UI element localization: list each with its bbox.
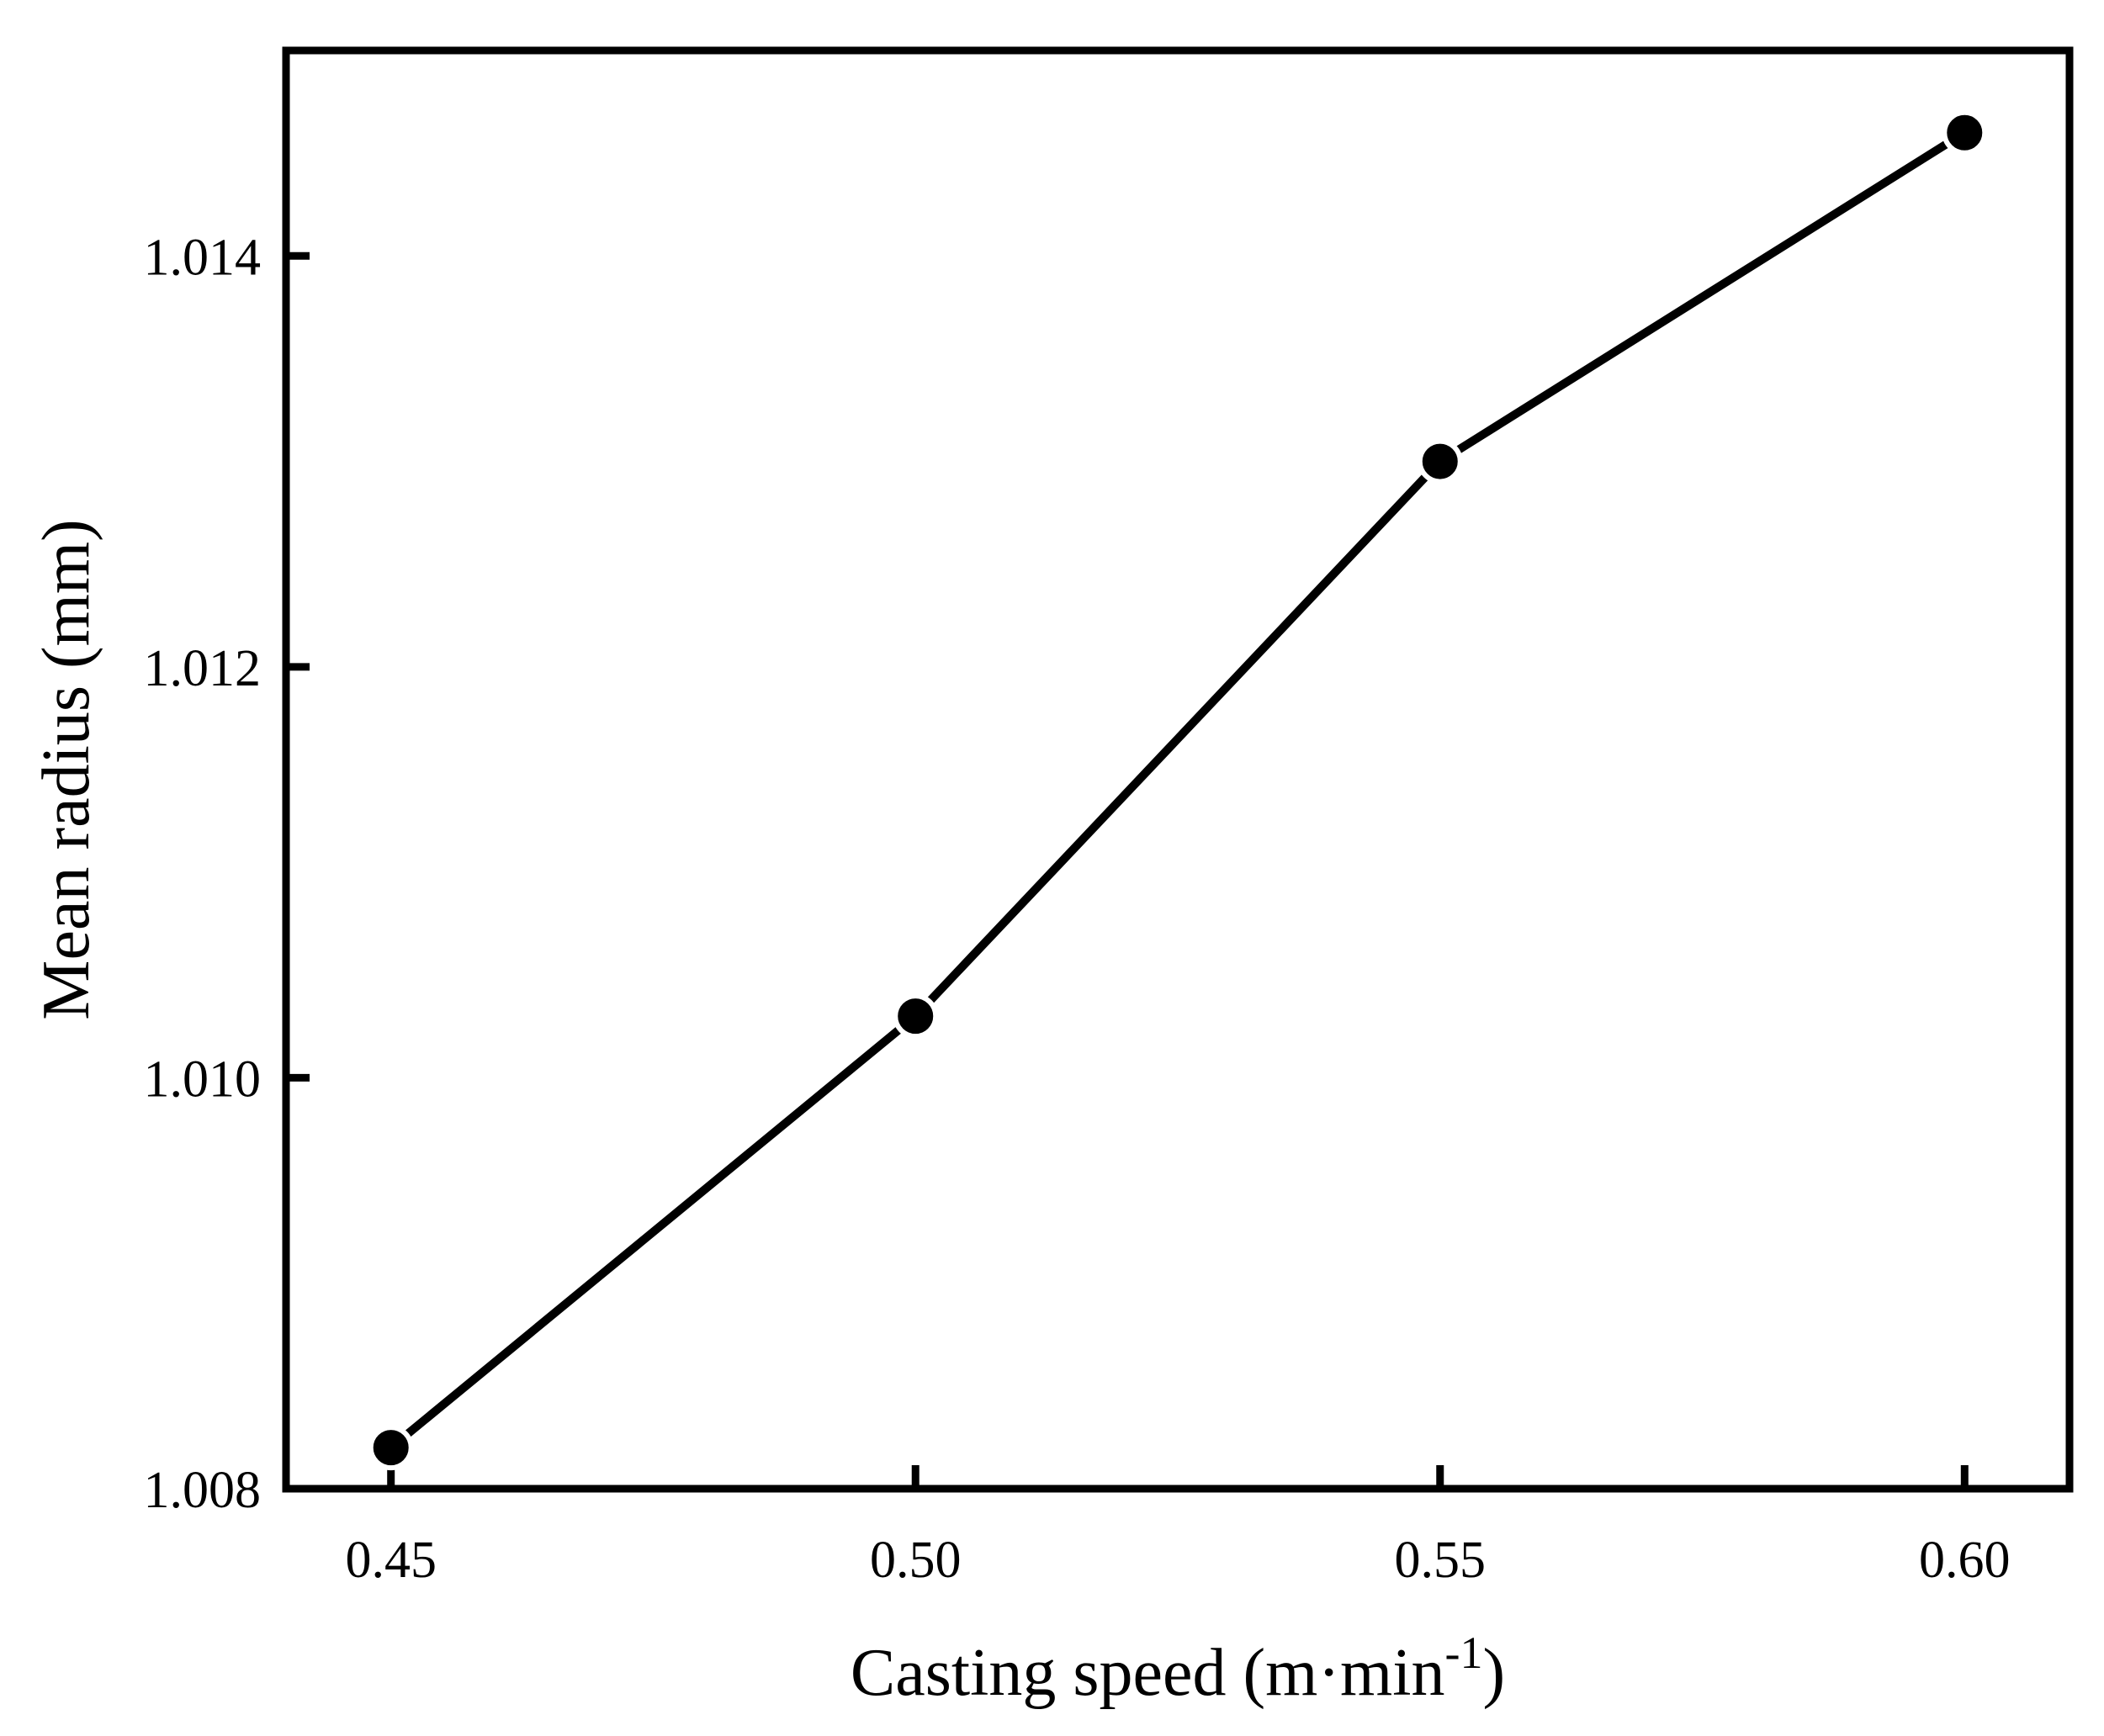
y-tick-label: 1.014	[144, 229, 262, 286]
x-tick-label: 0.60	[1919, 1532, 2011, 1589]
y-tick-label: 1.008	[144, 1462, 262, 1519]
x-axis-title-main: Casting speed (m·min	[851, 1636, 1445, 1710]
x-tick-label: 0.50	[870, 1532, 962, 1589]
y-tick-label: 1.012	[144, 640, 262, 697]
x-tick-label: 0.55	[1395, 1532, 1487, 1589]
y-axis-ticks: 1.008 1.010 1.012 1.014	[144, 229, 310, 1519]
plot-frame	[282, 46, 2074, 1493]
x-tick-label: 0.45	[345, 1532, 437, 1589]
data-point	[1942, 109, 1988, 156]
data-point	[368, 1425, 414, 1471]
x-axis-title-superscript: -1	[1444, 1628, 1482, 1678]
x-axis-title: Casting speed (m·min-1)	[851, 1628, 1505, 1710]
series-line	[388, 129, 1967, 1452]
y-tick-label: 1.010	[144, 1051, 262, 1108]
data-point	[893, 993, 939, 1040]
data-point	[1417, 438, 1463, 484]
series-layer	[368, 109, 1988, 1471]
x-axis-ticks: 0.45 0.50 0.55 0.60	[345, 1465, 2011, 1589]
x-axis-title-close: )	[1482, 1636, 1505, 1710]
y-axis-title: Mean radius (mm)	[29, 519, 103, 1019]
